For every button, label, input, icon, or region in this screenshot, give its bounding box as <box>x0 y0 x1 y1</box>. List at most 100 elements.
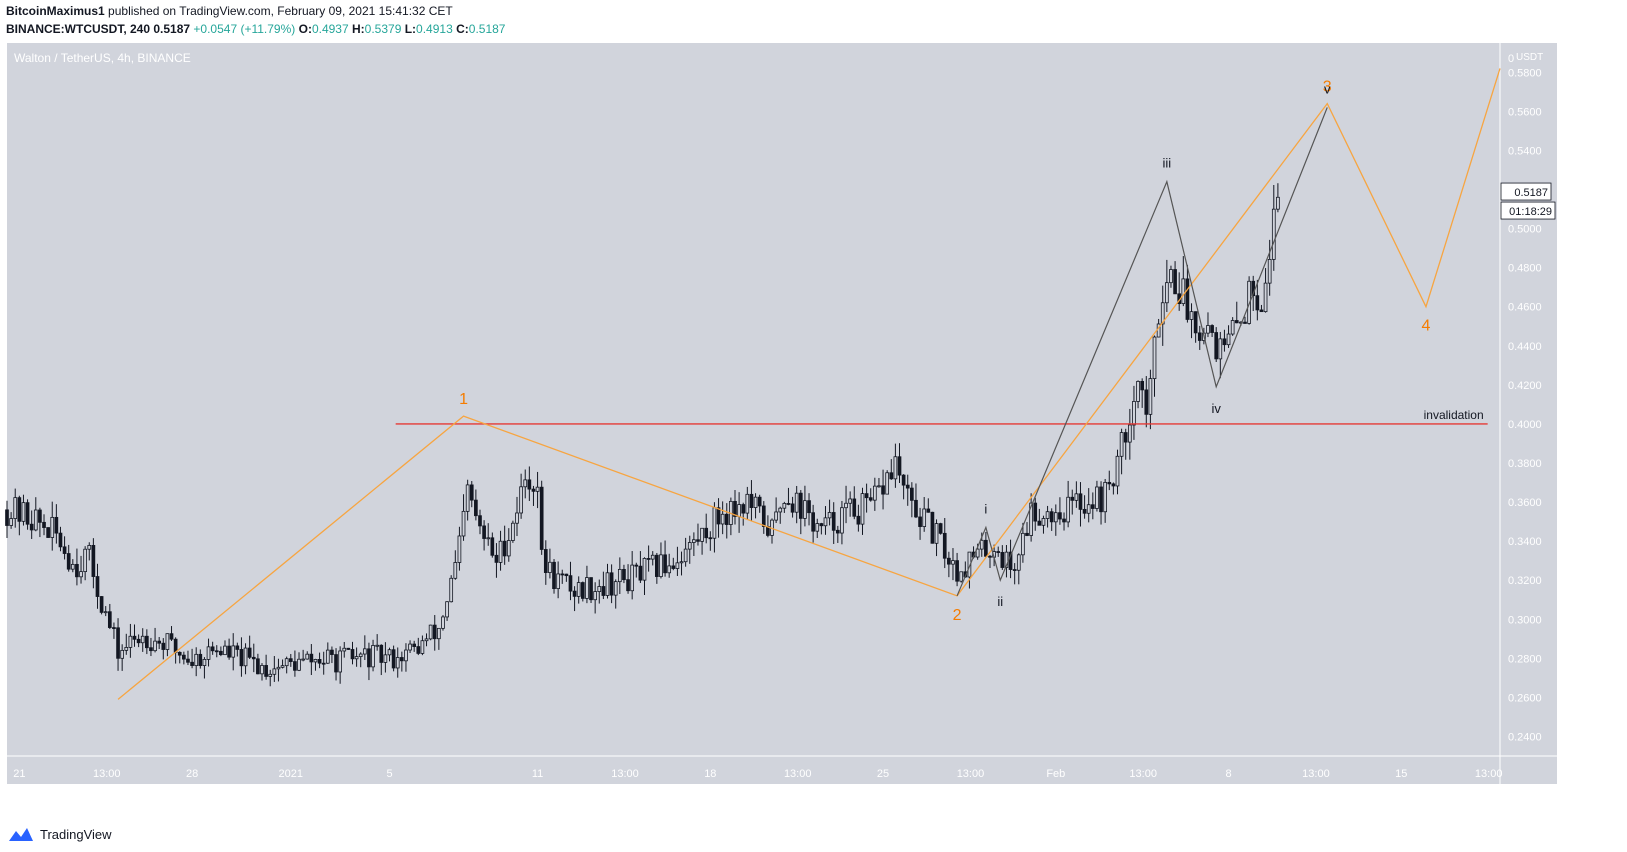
candle-body <box>914 499 918 518</box>
candle-body <box>165 633 170 650</box>
candle-body <box>260 665 264 675</box>
candle-body <box>938 523 943 534</box>
candle-body <box>91 544 96 577</box>
x-tick-label: 5 <box>386 768 392 780</box>
x-tick-label: 21 <box>13 768 25 780</box>
candle-body <box>202 659 207 666</box>
candle-body <box>844 502 848 509</box>
candle-body <box>25 502 30 525</box>
candle-body <box>527 479 532 490</box>
low-label: L: <box>404 22 417 36</box>
candle-body <box>128 635 133 648</box>
candle-body <box>494 554 499 563</box>
candle-body <box>996 551 1001 553</box>
candle-body <box>1111 483 1116 487</box>
candle-body <box>568 575 573 592</box>
candle-body <box>975 548 980 558</box>
candle-body <box>692 539 696 543</box>
subwave-label: v <box>1324 81 1331 96</box>
candle-body <box>161 642 166 650</box>
candle-body <box>642 558 647 581</box>
candle-body <box>811 512 815 532</box>
candle-body <box>149 647 153 652</box>
candle-body <box>1185 278 1190 320</box>
candle-body <box>62 546 67 554</box>
candle-body <box>5 509 9 526</box>
candle-body <box>219 650 223 656</box>
candle-body <box>585 577 589 599</box>
high-label: H: <box>352 22 365 36</box>
candle-body <box>17 497 22 522</box>
plot-area[interactable] <box>7 43 1500 756</box>
candle-body <box>264 665 268 677</box>
candle-body <box>379 644 384 663</box>
y-axis-top-label: 0 <box>1508 53 1514 65</box>
candle-body <box>362 648 367 655</box>
candle-body <box>1090 504 1095 509</box>
candle-body <box>1144 389 1149 415</box>
price-chart[interactable]: Walton / TetherUS, 4h, BINANCE invalidat… <box>0 0 1627 814</box>
candle-body <box>506 540 511 557</box>
x-tick-label: 11 <box>532 768 543 780</box>
publisher-name[interactable]: BitcoinMaximus1 <box>6 4 105 18</box>
candle-body <box>1206 325 1210 334</box>
candle-body <box>325 649 330 664</box>
candle-body <box>420 640 425 654</box>
x-tick-label: Feb <box>1046 768 1065 780</box>
x-tick-label: 13:00 <box>611 768 639 780</box>
candle-body <box>280 665 285 668</box>
candle-body <box>1259 309 1264 313</box>
candle-body <box>1160 302 1165 325</box>
candle-body <box>33 509 38 531</box>
candle-body <box>827 512 832 519</box>
candle-body <box>671 565 676 569</box>
candle-body <box>297 658 301 671</box>
candle-body <box>543 549 548 573</box>
candle-body <box>227 645 231 658</box>
candle-body <box>112 627 116 629</box>
candle-body <box>1066 496 1070 523</box>
candle-body <box>515 512 519 524</box>
candle-body <box>1132 401 1136 426</box>
candle-body <box>75 563 79 578</box>
candle-body <box>342 647 347 652</box>
candle-body <box>186 658 190 663</box>
subwave-label: iii <box>1163 156 1172 171</box>
footer-brand[interactable]: TradingView <box>40 826 112 842</box>
candle-body <box>630 564 635 592</box>
candle-body <box>560 573 565 576</box>
candle-body <box>864 493 869 499</box>
time-axis[interactable] <box>7 756 1557 784</box>
chart-title: Walton / TetherUS, 4h, BINANCE <box>14 51 191 65</box>
candle-body <box>498 540 503 563</box>
candle-body <box>778 507 783 513</box>
candle-body <box>774 511 778 521</box>
candle-body <box>268 673 273 677</box>
candle-body <box>1119 432 1124 457</box>
candle-body <box>157 640 162 644</box>
candle-body <box>803 500 807 519</box>
candle-body <box>564 573 569 577</box>
candle-body <box>930 511 935 544</box>
candle-body <box>223 645 227 656</box>
countdown-tag <box>1500 201 1556 220</box>
candle-body <box>190 661 194 666</box>
candle-body <box>901 474 906 486</box>
candle-body <box>153 640 157 652</box>
candle-body <box>1136 380 1140 402</box>
candle-body <box>1276 196 1280 210</box>
candle-body <box>395 657 400 669</box>
candle-body <box>519 486 523 514</box>
candle-body <box>404 649 408 662</box>
candle-body <box>107 611 112 628</box>
y-tick-label: 0.2400 <box>1508 731 1542 743</box>
candle-body <box>683 548 688 563</box>
candle-body <box>301 658 305 661</box>
price-axis[interactable] <box>1500 43 1557 756</box>
candle-body <box>256 658 260 675</box>
candle-body <box>453 562 458 579</box>
x-tick-label: 28 <box>186 768 198 780</box>
candle-body <box>1152 336 1157 380</box>
candle-body <box>408 643 412 651</box>
candle-body <box>313 659 318 663</box>
